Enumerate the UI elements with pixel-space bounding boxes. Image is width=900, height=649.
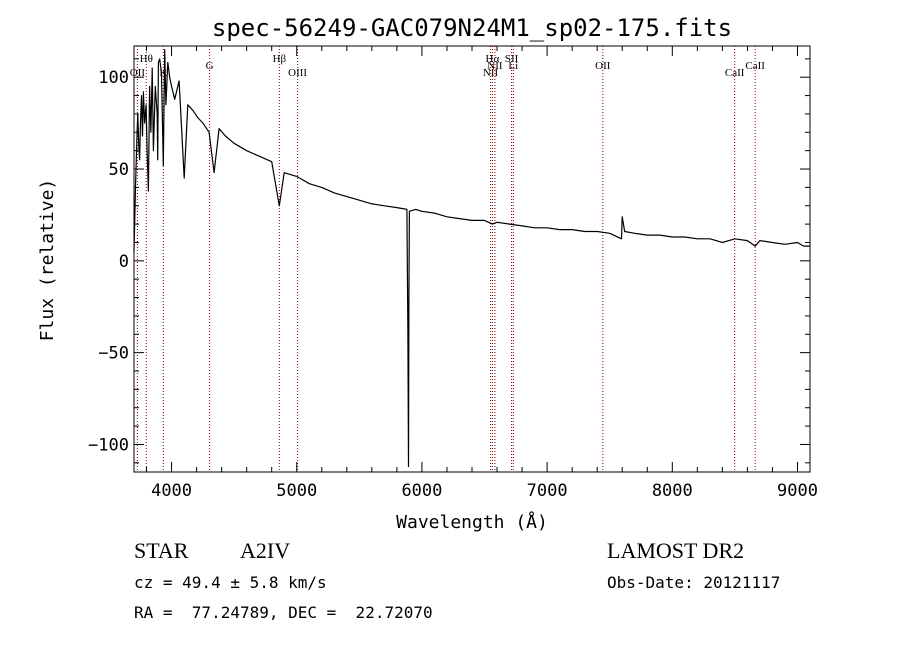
chart-title: spec-56249-GAC079N24M1_sp02-175.fits <box>212 14 732 42</box>
spectral-line-label: SII <box>505 53 519 65</box>
plot-frame <box>133 45 811 473</box>
object-subclass: A2IV <box>240 538 291 563</box>
spectral-line-label: K <box>159 67 167 79</box>
obs-date: Obs-Date: 20121117 <box>607 573 781 592</box>
x-tick-label: 8000 <box>652 481 693 501</box>
x-tick-label: 4000 <box>151 481 192 501</box>
spectral-line-label: Li <box>508 60 518 72</box>
x-axis-label: Wavelength (Å) <box>396 511 548 533</box>
x-tick-label: 6000 <box>401 481 442 501</box>
y-tick-label: −50 <box>98 344 129 364</box>
spectral-line-label: OIII <box>288 67 307 79</box>
y-tick-label: 100 <box>98 68 129 88</box>
x-tick-label: 5000 <box>276 481 317 501</box>
redshift-cz: cz = 49.4 ± 5.8 km/s <box>134 573 327 592</box>
spectral-line-label: OII <box>595 60 611 72</box>
spectral-line-label: NII <box>487 60 503 72</box>
x-tick-label: 7000 <box>527 481 568 501</box>
y-tick-label: −100 <box>88 435 129 455</box>
spectral-line-label: G <box>206 60 214 72</box>
ra-dec: RA = 77.24789, DEC = 22.72070 <box>134 603 433 622</box>
spectral-line-label: Hβ <box>273 53 287 65</box>
y-axis-label: Flux (relative) <box>37 179 58 342</box>
y-tick-label: 50 <box>109 160 129 180</box>
spectrum-line <box>133 49 810 468</box>
survey-label: LAMOST DR2 <box>607 538 745 563</box>
y-tick-label: 0 <box>119 252 129 272</box>
x-tick-label: 9000 <box>777 481 818 501</box>
object-class: STAR <box>134 538 189 563</box>
spectral-line-label: Hθ <box>140 53 153 65</box>
spectral-line-label: CaII <box>725 67 745 79</box>
spectral-line-label: OII <box>130 67 146 79</box>
spectral-line-label: Hα <box>486 53 500 65</box>
spectral-line-label: CaII <box>745 60 765 72</box>
